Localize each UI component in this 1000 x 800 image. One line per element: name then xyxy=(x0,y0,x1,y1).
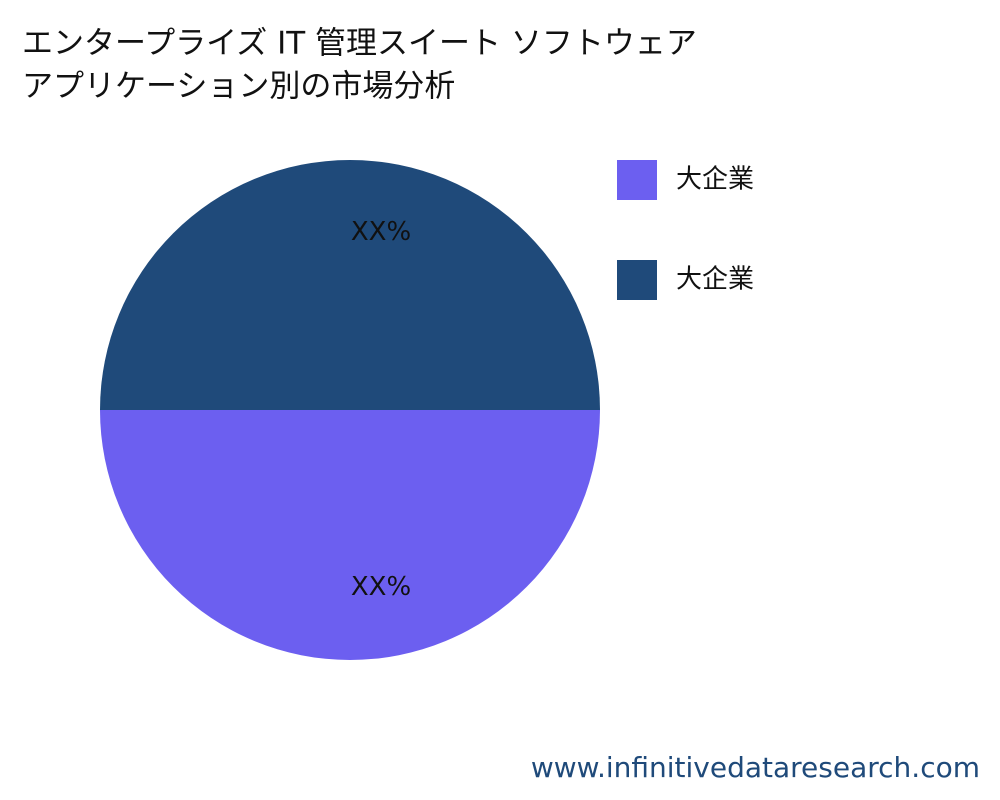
chart-title: アプリケーション別の市場分析 xyxy=(22,69,455,105)
legend-swatch xyxy=(617,260,657,300)
legend-swatch xyxy=(617,160,657,200)
watermark: www.infinitivedataresearch.com xyxy=(531,751,980,784)
slice-label: XX% xyxy=(351,217,411,247)
slice-label: XX% xyxy=(351,572,411,602)
pie-slice xyxy=(100,410,600,660)
legend-label: 大企業 xyxy=(676,265,754,295)
legend-label: 大企業 xyxy=(676,165,754,195)
chart-title: エンタープライズ IT 管理スイート ソフトウェア xyxy=(22,26,697,62)
pie-slice xyxy=(100,160,600,410)
